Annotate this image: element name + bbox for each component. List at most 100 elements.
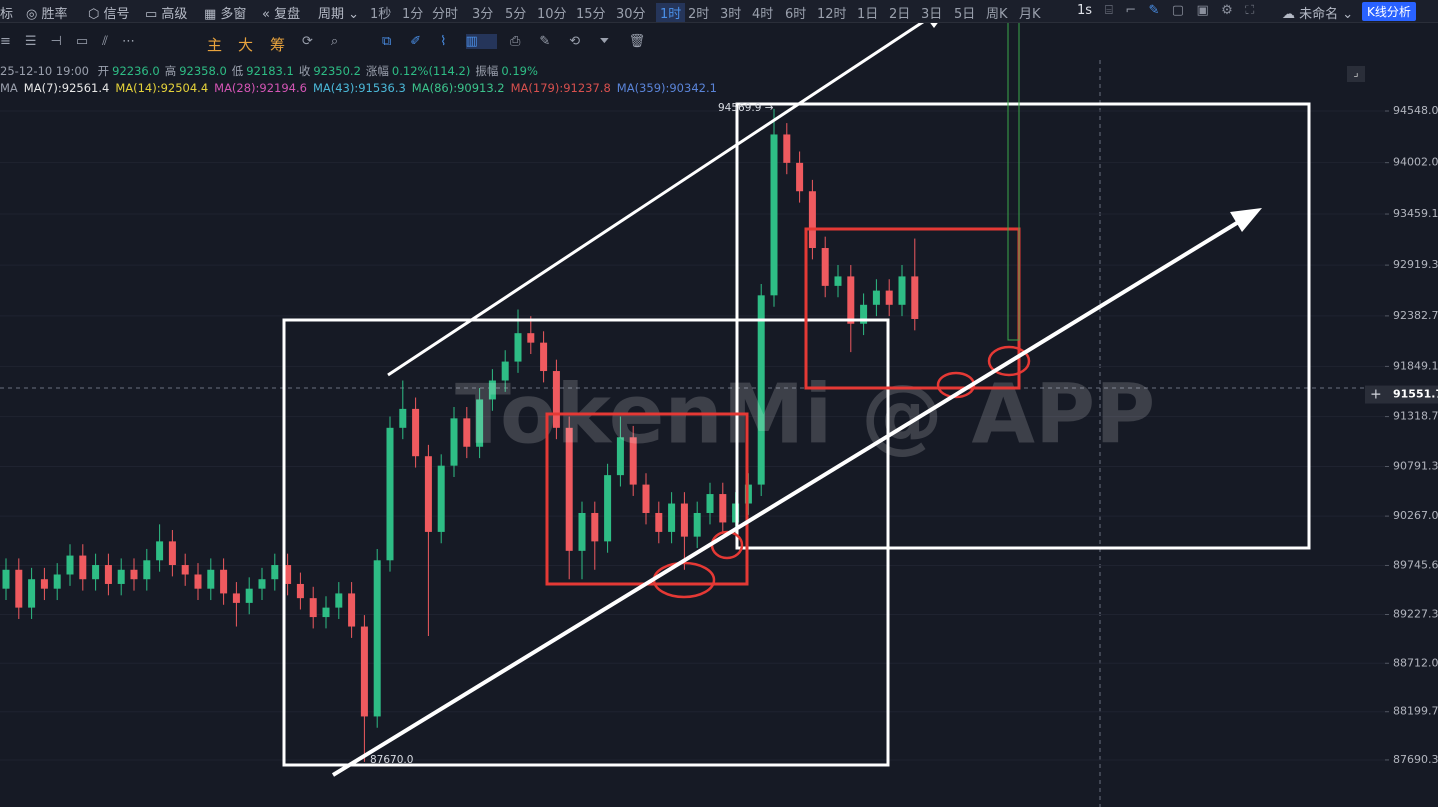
period[interactable]: 2时 <box>688 7 710 22</box>
period[interactable]: 3分 <box>472 7 494 22</box>
layout-name[interactable]: ☁ 未命名 ⌄ <box>1282 7 1354 22</box>
ma-item: MA(179):91237.8 <box>510 81 611 95</box>
period[interactable]: 3日 <box>921 7 943 22</box>
candle-body <box>245 588 253 603</box>
menu-item[interactable]: ▦ 多窗 <box>204 7 247 22</box>
top-toolbar: 标 ◎ 胜率 ⬡ 信号 ▭ 高级 ▦ 多窗 « 复盘 周期 ⌄ 1秒 1分 分时 3分… <box>0 0 1438 23</box>
candle-body <box>104 565 112 584</box>
arrow-head <box>1230 208 1262 232</box>
label: 信号 <box>103 7 130 22</box>
y-tick-label: 88712.0 <box>1393 656 1438 669</box>
period[interactable]: 2日 <box>889 7 911 22</box>
candle-body <box>258 579 266 589</box>
tool[interactable]: 筹 <box>270 36 286 54</box>
menu-item[interactable]: 周期 ⌄ <box>318 7 360 22</box>
candle-body <box>232 593 240 603</box>
label: 多窗 <box>220 7 247 22</box>
candle-body <box>834 276 842 286</box>
period[interactable]: 5日 <box>954 7 976 22</box>
candle-body <box>53 574 61 589</box>
candle-body <box>770 134 778 296</box>
candle-body <box>373 560 381 717</box>
period[interactable]: 10分 <box>537 7 567 22</box>
kline-analysis-button[interactable]: K线分析 <box>1362 2 1416 21</box>
period[interactable]: 1分 <box>402 7 424 22</box>
y-tick-label: 94002.0 <box>1393 156 1438 169</box>
period[interactable]: 30分 <box>616 7 646 22</box>
period[interactable]: 4时 <box>752 7 774 22</box>
candle-body <box>271 565 279 580</box>
tool[interactable]: 主 <box>207 36 223 54</box>
field-label: 振幅 <box>475 64 499 78</box>
candle-body <box>450 418 458 466</box>
field-value: 0.19% <box>501 64 538 78</box>
label: 周期 <box>318 7 345 22</box>
candle-body <box>66 555 74 575</box>
candle-body <box>616 437 624 476</box>
last-price-label: 91551.7 <box>1393 388 1438 401</box>
period[interactable]: 周K <box>986 7 1008 22</box>
tool-icons[interactable]: ⎙✎⟲⏷🗑 <box>510 34 665 49</box>
last-price-box <box>1365 385 1438 404</box>
circle <box>987 345 1031 377</box>
candle-body <box>501 361 509 381</box>
candle-body <box>143 560 151 580</box>
period[interactable]: 3时 <box>720 7 742 22</box>
period[interactable]: 分时 <box>432 7 459 22</box>
candle-body <box>463 418 471 447</box>
tool-icons[interactable]: ⟳⌕ <box>302 34 357 49</box>
field-value: 92358.0 <box>179 64 227 78</box>
menu-item[interactable]: « 复盘 <box>262 7 301 22</box>
tool-icons[interactable]: ⧉✐⌇▥ <box>382 34 497 49</box>
y-tick-label: 89227.3 <box>1393 607 1438 620</box>
collapse-button[interactable]: ⌟ <box>1347 66 1365 82</box>
candle-body <box>309 598 317 618</box>
candle-body <box>719 494 727 523</box>
candle-body <box>476 399 484 447</box>
candle-body <box>335 593 343 608</box>
menu-item[interactable]: ▭ 高级 <box>145 7 188 22</box>
icons[interactable]: ⌸ ⌐ ✎ ▢ ▣ ⚙ ⛶ <box>1105 3 1255 18</box>
candle-body <box>437 465 445 532</box>
period[interactable]: 6时 <box>785 7 807 22</box>
ma-item: MA(86):90913.2 <box>411 81 505 95</box>
y-tick-label: 93459.1 <box>1393 207 1438 220</box>
candle-body <box>668 503 676 532</box>
period[interactable]: 1日 <box>857 7 879 22</box>
candle-body <box>872 290 880 305</box>
candle-body <box>348 593 356 627</box>
period[interactable]: 5分 <box>505 7 527 22</box>
period[interactable]: 15分 <box>576 7 606 22</box>
menu-item[interactable]: ◎ 胜率 <box>26 7 68 22</box>
tool[interactable]: 大 <box>238 36 254 54</box>
candle-body <box>2 569 10 589</box>
period[interactable]: 1时 <box>656 3 686 22</box>
candle-body <box>194 574 202 589</box>
interval[interactable]: 1s <box>1077 3 1093 18</box>
candle-body <box>92 565 100 580</box>
menu-item[interactable]: ⬡ 信号 <box>88 7 130 22</box>
y-tick-label: 91849.1 <box>1393 359 1438 372</box>
candle-body <box>28 579 36 608</box>
candle-body <box>399 408 407 428</box>
low-label: 87670.0 <box>370 754 413 766</box>
period[interactable]: 1秒 <box>370 7 392 22</box>
period[interactable]: 12时 <box>817 7 847 22</box>
tool-icons[interactable]: ≡☰⊣▭⫽⋯ <box>0 34 149 49</box>
candle-body <box>706 494 714 513</box>
candle-body <box>757 295 765 485</box>
candle-body <box>540 342 548 372</box>
menu-item[interactable]: 标 <box>0 7 14 22</box>
period[interactable]: 月K <box>1019 7 1041 22</box>
candle-body <box>156 541 164 561</box>
plus-icon: + <box>1370 387 1382 403</box>
candle-body <box>642 484 650 513</box>
field-value: 0.12%(114.2) <box>391 64 471 78</box>
candle-body <box>783 134 791 163</box>
label: 高级 <box>161 7 188 22</box>
trend-line <box>387 12 936 377</box>
field-value: 92350.2 <box>313 64 361 78</box>
candle-body <box>911 276 919 319</box>
y-tick-label: 90267.0 <box>1393 509 1438 522</box>
candle-body <box>591 512 599 542</box>
